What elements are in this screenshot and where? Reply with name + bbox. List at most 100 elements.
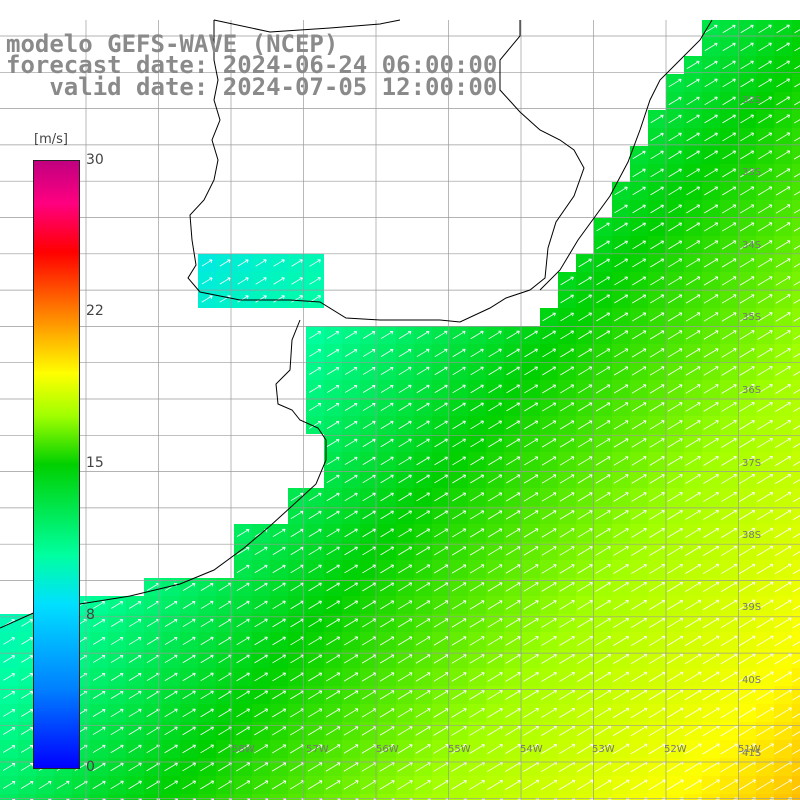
wind-arrow <box>684 635 702 647</box>
wind-arrow <box>253 762 269 772</box>
wind-arrow <box>164 708 178 718</box>
wind-arrow <box>577 582 593 592</box>
wind-arrow <box>290 492 304 502</box>
wind-arrow <box>684 707 702 719</box>
wind-arrow <box>487 672 503 682</box>
wind-arrow <box>631 348 647 358</box>
lat-label: 32S <box>742 95 762 106</box>
wind-arrow <box>362 600 377 610</box>
wind-cell <box>342 794 360 800</box>
wind-arrow <box>758 60 772 70</box>
wind-arrow <box>309 259 321 267</box>
wind-arrow <box>343 672 359 682</box>
wind-arrow <box>559 725 576 736</box>
wind-arrow <box>434 456 448 466</box>
wind-arrow <box>792 605 800 611</box>
wind-arrow <box>668 186 682 196</box>
wind-arrow <box>272 600 286 610</box>
wind-arrow <box>793 137 800 142</box>
wind-arrow <box>666 743 684 755</box>
wind-arrow <box>452 474 467 484</box>
wind-cell <box>198 794 216 800</box>
wind-arrow <box>721 474 737 484</box>
wind-cell <box>36 794 54 800</box>
wind-arrow <box>236 690 250 700</box>
wind-arrow <box>756 653 774 665</box>
wind-arrow <box>470 366 484 376</box>
wind-arrow <box>21 637 33 645</box>
wind-arrow <box>793 209 800 214</box>
wind-arrow <box>775 348 791 358</box>
wind-arrow <box>416 366 430 376</box>
wind-arrow <box>702 581 720 593</box>
wind-arrow <box>361 636 377 646</box>
wind-arrow <box>722 78 736 88</box>
wind-arrow <box>613 528 629 538</box>
wind-arrow <box>794 101 800 106</box>
wind-arrow <box>703 420 719 430</box>
wind-arrow <box>254 690 268 700</box>
wind-arrow <box>668 204 682 214</box>
wind-arrow <box>128 726 142 736</box>
wind-arrow <box>650 150 664 160</box>
wind-arrow <box>337 798 341 800</box>
wind-arrow <box>308 690 323 700</box>
lat-lon-grid <box>0 20 800 800</box>
wind-arrow <box>774 671 792 683</box>
wind-arrow <box>667 384 683 394</box>
wind-cell <box>792 380 800 398</box>
wind-arrow <box>630 707 648 719</box>
wind-arrow <box>613 582 629 592</box>
wind-arrow <box>594 743 612 755</box>
wind-arrow <box>684 743 702 755</box>
wind-arrow <box>523 708 539 718</box>
wind-arrow <box>774 581 792 593</box>
wind-arrow <box>577 672 594 682</box>
coastline <box>0 19 713 629</box>
wind-arrow <box>794 119 800 124</box>
wind-arrow <box>721 366 737 376</box>
wind-arrow <box>326 385 340 393</box>
wind-arrow <box>632 150 646 160</box>
wind-arrow <box>577 636 593 646</box>
wind-cell <box>594 794 612 800</box>
wind-arrow <box>433 618 449 628</box>
wind-arrow <box>703 474 719 484</box>
lat-label: 38S <box>742 530 762 541</box>
wind-arrow <box>722 96 736 106</box>
wind-arrow <box>272 672 286 682</box>
wind-arrow <box>433 654 449 664</box>
wind-arrow <box>182 600 196 609</box>
wind-arrow <box>596 276 610 286</box>
wind-arrow <box>523 582 539 592</box>
wind-arrow <box>704 222 719 232</box>
wind-arrow <box>469 510 485 520</box>
wind-arrow <box>362 402 376 411</box>
wind-arrow <box>792 641 800 647</box>
wind-arrow <box>344 438 358 448</box>
wind-arrow <box>720 707 738 719</box>
wind-arrow <box>344 582 358 592</box>
wind-arrow <box>758 24 772 34</box>
wind-arrow <box>110 637 124 645</box>
wind-arrow <box>738 527 756 539</box>
wind-arrow <box>668 78 682 88</box>
wind-cell <box>792 614 800 632</box>
wind-arrow <box>685 474 701 484</box>
wind-arrow <box>631 402 647 412</box>
wind-arrow <box>739 438 755 448</box>
wind-arrow <box>362 420 376 430</box>
wind-arrow <box>309 331 322 339</box>
wind-arrow <box>632 168 646 178</box>
wind-arrow <box>325 690 341 700</box>
wind-arrow <box>559 546 575 556</box>
wind-arrow <box>720 617 738 629</box>
wind-arrow <box>3 673 16 681</box>
wind-arrow <box>666 707 684 719</box>
wind-arrow <box>596 294 610 304</box>
wind-arrow <box>649 617 666 628</box>
wind-arrow <box>272 636 286 646</box>
wind-arrow <box>164 762 178 772</box>
wind-arrow <box>702 617 720 629</box>
wind-cell <box>792 326 800 344</box>
